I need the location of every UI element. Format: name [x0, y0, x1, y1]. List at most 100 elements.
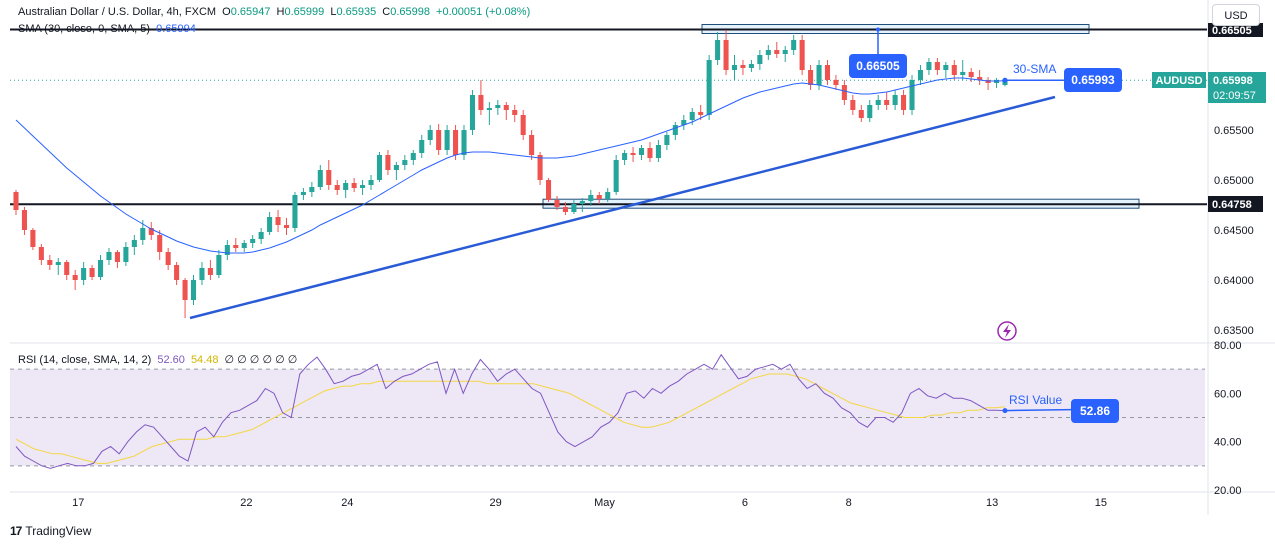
candle-body [495, 105, 501, 108]
candle-body [748, 64, 754, 68]
candle-body [351, 183, 357, 188]
tradingview-logo[interactable]: 17 TradingView [10, 524, 91, 538]
candle-body [427, 130, 433, 140]
candle-body [233, 245, 239, 248]
symbol-title[interactable]: Australian Dollar / U.S. Dollar, 4h, FXC… [18, 6, 217, 18]
candle-body [300, 192, 306, 195]
countdown-axis-label: 02:09:57 [1213, 90, 1256, 102]
candle-body [960, 72, 966, 75]
candle-body [715, 40, 721, 60]
candle-body [622, 153, 628, 160]
currency-button[interactable]: USD [1212, 4, 1260, 26]
current-price-axis-box [1208, 72, 1266, 103]
candle-body [867, 105, 873, 118]
candle-body [81, 268, 87, 280]
ohlc-low: L0.65935 [330, 6, 377, 18]
candle-body [114, 252, 120, 262]
candle-body [419, 140, 425, 153]
candle-body [30, 230, 36, 247]
candle-body [106, 252, 112, 260]
candle-body [174, 265, 180, 280]
candle-body [402, 160, 408, 165]
candle-body [21, 210, 27, 230]
candles-layer [13, 30, 1008, 318]
candle-body [858, 110, 864, 118]
candle-body [647, 148, 653, 158]
candle-body [478, 95, 484, 110]
candle-body [267, 217, 273, 232]
rsi-levels [10, 368, 1205, 467]
candle-body [613, 160, 619, 192]
time-tick-label: 22 [240, 497, 252, 509]
candle-body [579, 201, 585, 204]
candle-body [190, 280, 197, 300]
time-tick-label: 8 [846, 497, 852, 509]
candle-body [884, 100, 890, 105]
support-axis-box [1208, 196, 1263, 212]
candle-body [258, 232, 264, 239]
candle-body [97, 260, 104, 277]
candle-body [47, 260, 53, 265]
candle-body [968, 72, 974, 77]
candle-body [605, 192, 611, 199]
time-tick-label: 29 [490, 497, 502, 509]
candle-body [207, 268, 213, 275]
candle-body [630, 153, 636, 155]
resistance-axis-box [1208, 23, 1263, 37]
candle-body [453, 130, 459, 155]
candle-body [672, 125, 678, 135]
rsi-legend-label[interactable]: RSI (14, close, SMA, 14, 2) [18, 354, 152, 366]
support-axis-label: 0.64758 [1212, 199, 1252, 211]
ohlc-open: O0.65947 [222, 6, 271, 18]
rsi-callout-line [1004, 408, 1072, 412]
candle-body [275, 217, 281, 225]
candle-body [841, 85, 847, 100]
time-tick-label: 15 [1095, 497, 1107, 509]
rsi-tick-label: 60.00 [1214, 388, 1242, 400]
candle-body [833, 80, 839, 85]
price-tick-label: 0.63500 [1214, 325, 1254, 337]
ohlc-high: H0.65999 [276, 6, 325, 18]
price-tick-label: 0.65000 [1214, 175, 1254, 187]
candle-body [765, 50, 771, 55]
rsi-line [15, 353, 1006, 469]
candle-body [537, 155, 543, 180]
candle-body [731, 65, 738, 70]
sma-legend-label[interactable]: SMA (30, close, 0, SMA, 5) [18, 23, 151, 35]
candle-body [140, 228, 146, 240]
sma-tag-text: 30-SMA [1013, 62, 1056, 76]
candle-body [123, 247, 129, 262]
handle-icon [876, 27, 880, 32]
candle-body [664, 135, 670, 145]
candle-body [529, 135, 535, 155]
candle-body [994, 80, 1000, 83]
candle-body [740, 65, 746, 68]
candle-body [393, 165, 399, 170]
candle-body [799, 40, 805, 70]
candle-body [157, 235, 163, 252]
candle-body [165, 252, 171, 265]
candle-body [13, 192, 19, 210]
candle-body [182, 280, 188, 300]
time-tick-label: May [594, 497, 615, 509]
rsi-legend: RSI (14, close, SMA, 14, 2) 52.60 54.48 … [18, 353, 300, 366]
candle-body [199, 268, 205, 280]
rsi-legend-value: 52.60 [157, 354, 185, 366]
candle-body [64, 262, 70, 275]
zones [542, 24, 1140, 209]
candle-body [816, 65, 822, 85]
candle-body [292, 195, 298, 228]
rsi-tick-label: 80.00 [1214, 340, 1242, 352]
resistance-axis-label: 0.66505 [1212, 25, 1252, 37]
rsi-callout-box [1071, 399, 1119, 423]
candle-body [706, 60, 712, 115]
candle-body [469, 95, 475, 130]
candle-body [943, 65, 949, 70]
top-callout-box [849, 54, 907, 78]
candle-body [148, 228, 154, 235]
candle-body [791, 40, 797, 50]
rsi-legend-extra: ∅ ∅ ∅ ∅ ∅ ∅ [224, 354, 298, 366]
candle-body [917, 70, 924, 80]
candle-body [951, 65, 957, 75]
